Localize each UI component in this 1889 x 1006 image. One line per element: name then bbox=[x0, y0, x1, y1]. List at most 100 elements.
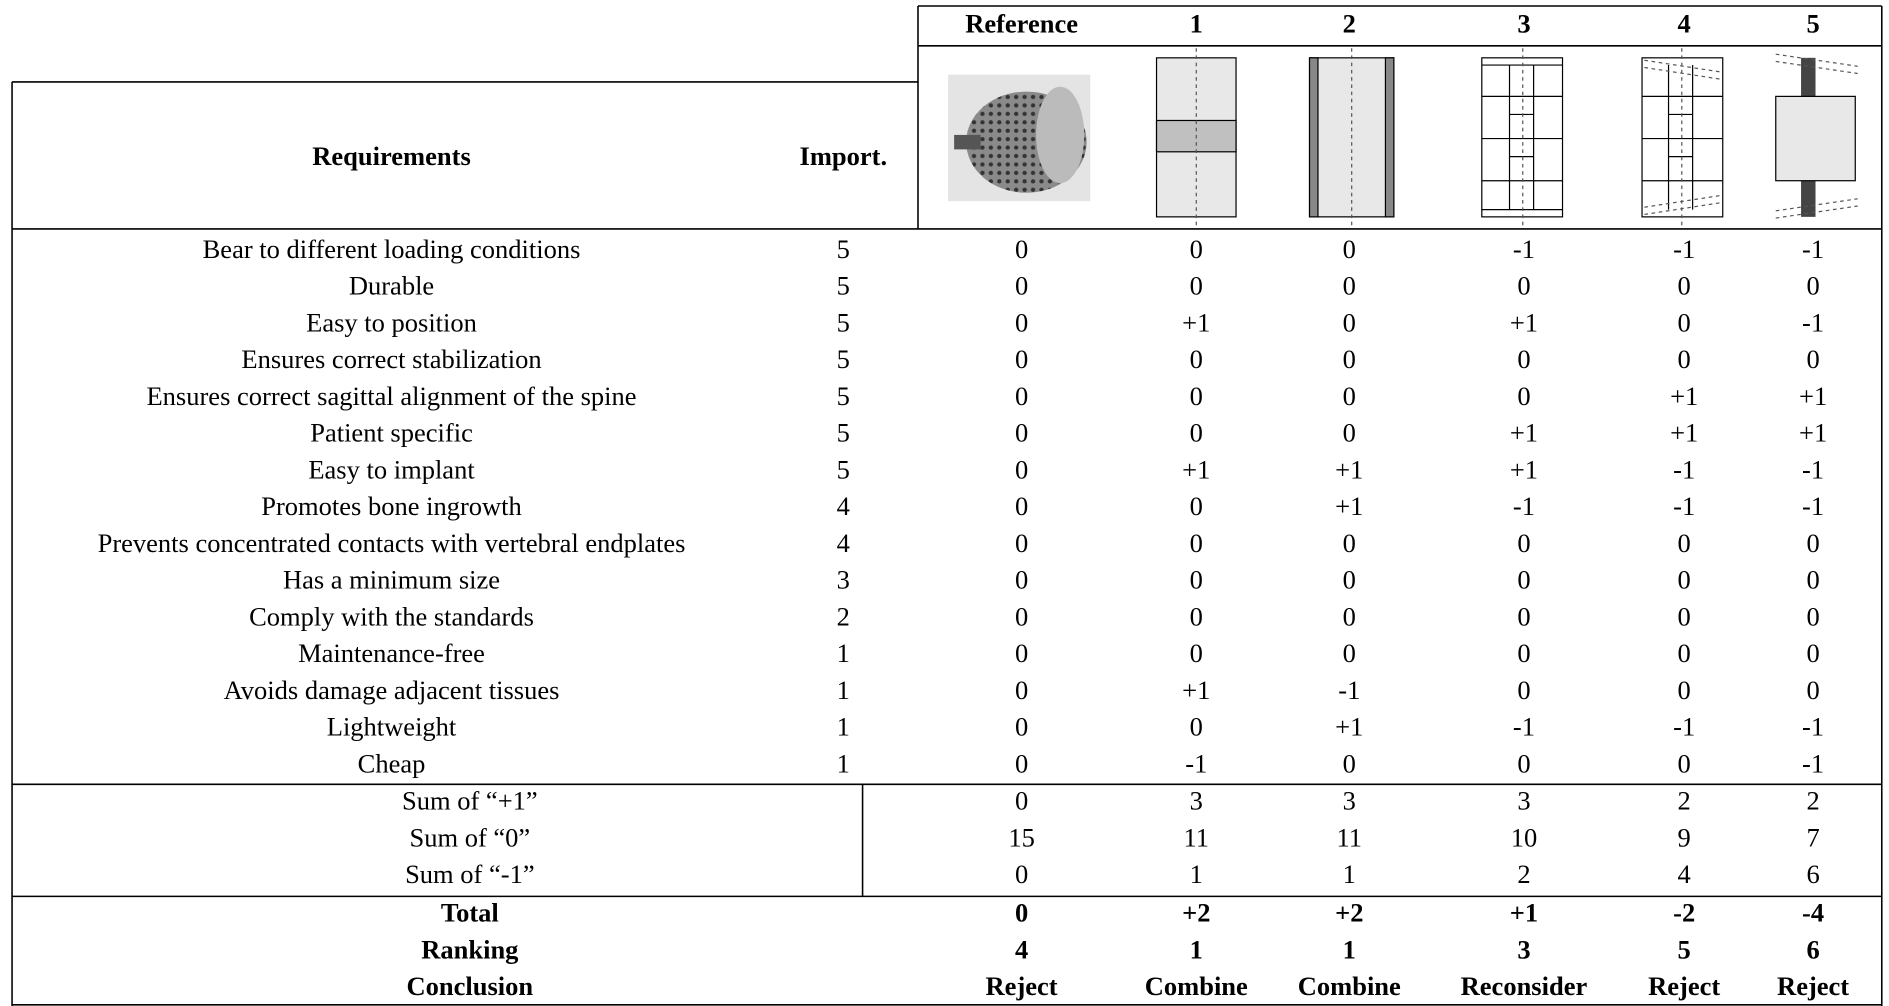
score: 0 bbox=[1678, 307, 1691, 337]
score: 0 bbox=[1678, 344, 1691, 374]
summary-value: 1 bbox=[1190, 934, 1203, 964]
importance: 5 bbox=[837, 234, 850, 264]
requirement: Durable bbox=[349, 271, 434, 301]
importance: 5 bbox=[837, 381, 850, 411]
score: -1 bbox=[1513, 234, 1535, 264]
pugh-matrix: Requirements Import. Reference 1 2 3 4 5 Bear … bbox=[0, 0, 1889, 1006]
score: -1 bbox=[1338, 675, 1360, 705]
score: +1 bbox=[1182, 307, 1210, 337]
sum-value: 3 bbox=[1343, 786, 1356, 816]
score: 0 bbox=[1517, 675, 1530, 705]
importance: 1 bbox=[837, 675, 850, 705]
score: 0 bbox=[1343, 418, 1356, 448]
score: 0 bbox=[1015, 234, 1028, 264]
score: -1 bbox=[1673, 491, 1695, 521]
summary-value: 5 bbox=[1678, 934, 1691, 964]
requirement: Easy to position bbox=[306, 307, 477, 337]
importance: 3 bbox=[837, 565, 850, 595]
importance-header: Import. bbox=[800, 141, 888, 171]
score: 0 bbox=[1517, 344, 1530, 374]
summary-value: Combine bbox=[1298, 971, 1401, 1001]
importance: 4 bbox=[837, 528, 850, 558]
requirement: Comply with the standards bbox=[249, 601, 534, 631]
score: 0 bbox=[1015, 491, 1028, 521]
score: 0 bbox=[1517, 381, 1530, 411]
sum-value: 2 bbox=[1678, 786, 1691, 816]
score: 0 bbox=[1806, 271, 1819, 301]
score: 0 bbox=[1343, 271, 1356, 301]
requirement: Maintenance-free bbox=[298, 638, 485, 668]
score: 0 bbox=[1015, 565, 1028, 595]
score: +1 bbox=[1335, 491, 1363, 521]
score: 0 bbox=[1190, 381, 1203, 411]
requirements-header: Requirements bbox=[312, 141, 470, 171]
sum-value: 10 bbox=[1511, 822, 1537, 852]
score: -1 bbox=[1513, 491, 1535, 521]
summary-label: Conclusion bbox=[407, 971, 534, 1001]
sum-value: 9 bbox=[1678, 822, 1691, 852]
sum-value: 2 bbox=[1806, 786, 1819, 816]
score: 0 bbox=[1190, 344, 1203, 374]
sum-label: Sum of “0” bbox=[409, 822, 530, 852]
score: 0 bbox=[1015, 454, 1028, 484]
summary-value: Reject bbox=[1777, 971, 1849, 1001]
score: 0 bbox=[1806, 528, 1819, 558]
score: 0 bbox=[1015, 381, 1028, 411]
concept-header: Reference bbox=[965, 9, 1078, 39]
score: 0 bbox=[1517, 748, 1530, 778]
score: 0 bbox=[1806, 601, 1819, 631]
score: 0 bbox=[1015, 638, 1028, 668]
requirement: Promotes bone ingrowth bbox=[261, 491, 522, 521]
score: 0 bbox=[1190, 491, 1203, 521]
importance: 5 bbox=[837, 418, 850, 448]
importance: 1 bbox=[837, 748, 850, 778]
score: 0 bbox=[1678, 271, 1691, 301]
score: 0 bbox=[1190, 234, 1203, 264]
concept-header: 1 bbox=[1190, 9, 1203, 39]
score: +1 bbox=[1510, 454, 1538, 484]
score: 0 bbox=[1015, 601, 1028, 631]
requirement: Cheap bbox=[358, 748, 426, 778]
summary-value: Reject bbox=[1648, 971, 1720, 1001]
sum-value: 0 bbox=[1015, 859, 1028, 889]
concept-sketches bbox=[948, 48, 1858, 226]
importance: 5 bbox=[837, 344, 850, 374]
requirement: Ensures correct sagittal alignment of th… bbox=[146, 381, 636, 411]
score: -1 bbox=[1802, 748, 1824, 778]
score: 0 bbox=[1015, 344, 1028, 374]
summary-value: 4 bbox=[1015, 934, 1028, 964]
requirement: Avoids damage adjacent tissues bbox=[224, 675, 560, 705]
importance: 5 bbox=[837, 454, 850, 484]
score: 0 bbox=[1015, 748, 1028, 778]
summary-value: 6 bbox=[1806, 934, 1819, 964]
score: +1 bbox=[1799, 418, 1827, 448]
score: -1 bbox=[1185, 748, 1207, 778]
importance: 5 bbox=[837, 307, 850, 337]
score: +1 bbox=[1799, 381, 1827, 411]
score: 0 bbox=[1190, 601, 1203, 631]
summary-value: 3 bbox=[1517, 934, 1530, 964]
requirement: Ensures correct stabilization bbox=[241, 344, 541, 374]
summary-value: +2 bbox=[1335, 898, 1363, 928]
score: 0 bbox=[1015, 418, 1028, 448]
sum-value: 0 bbox=[1015, 786, 1028, 816]
score: 0 bbox=[1015, 307, 1028, 337]
score: 0 bbox=[1343, 748, 1356, 778]
requirement: Bear to different loading conditions bbox=[203, 234, 581, 264]
score: +1 bbox=[1335, 712, 1363, 742]
score: 0 bbox=[1806, 638, 1819, 668]
sum-value: 15 bbox=[1008, 822, 1034, 852]
score: +1 bbox=[1335, 454, 1363, 484]
score: 0 bbox=[1517, 271, 1530, 301]
score: 0 bbox=[1343, 381, 1356, 411]
score: 0 bbox=[1806, 675, 1819, 705]
sum-value: 2 bbox=[1517, 859, 1530, 889]
requirement: Prevents concentrated contacts with vert… bbox=[98, 528, 686, 558]
score: 0 bbox=[1678, 528, 1691, 558]
score: -1 bbox=[1802, 454, 1824, 484]
score: 0 bbox=[1678, 675, 1691, 705]
importance: 5 bbox=[837, 271, 850, 301]
score: 0 bbox=[1343, 638, 1356, 668]
score: 0 bbox=[1015, 675, 1028, 705]
sum-value: 11 bbox=[1184, 822, 1210, 852]
